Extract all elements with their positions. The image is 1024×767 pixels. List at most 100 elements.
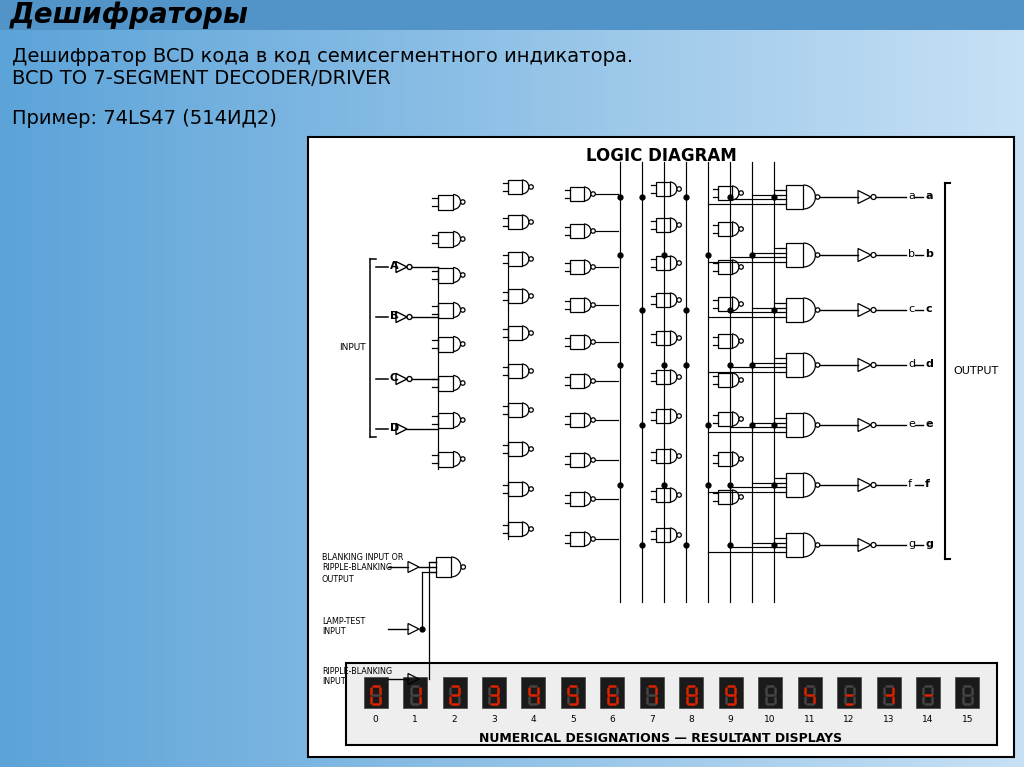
Text: f: f xyxy=(908,479,912,489)
Circle shape xyxy=(591,458,595,463)
Bar xyxy=(656,488,670,502)
Circle shape xyxy=(677,414,681,418)
Circle shape xyxy=(529,369,534,374)
Text: 13: 13 xyxy=(883,715,894,723)
Circle shape xyxy=(529,220,534,224)
Text: d: d xyxy=(908,359,915,369)
Circle shape xyxy=(739,227,743,231)
Bar xyxy=(600,677,625,708)
Bar xyxy=(786,473,804,497)
Bar xyxy=(656,370,670,384)
Bar xyxy=(786,413,804,437)
Circle shape xyxy=(461,380,465,385)
Bar xyxy=(570,224,584,238)
Bar xyxy=(438,268,453,282)
Bar xyxy=(718,297,732,311)
Bar xyxy=(508,482,522,496)
Bar xyxy=(718,334,732,348)
Text: B: B xyxy=(390,311,398,321)
Text: e: e xyxy=(908,419,914,429)
Bar xyxy=(718,490,732,504)
Circle shape xyxy=(529,408,534,412)
Bar xyxy=(438,232,453,246)
Text: 10: 10 xyxy=(764,715,776,723)
Circle shape xyxy=(871,252,876,258)
Circle shape xyxy=(677,187,681,191)
Circle shape xyxy=(529,331,534,335)
Circle shape xyxy=(529,527,534,532)
Bar xyxy=(364,677,388,708)
Bar xyxy=(679,677,703,708)
Text: b: b xyxy=(908,249,915,259)
Circle shape xyxy=(677,375,681,379)
Bar xyxy=(656,409,670,423)
Text: 0: 0 xyxy=(373,715,379,723)
Text: a: a xyxy=(925,191,933,201)
Bar xyxy=(656,256,670,270)
Bar xyxy=(786,353,804,377)
Text: e: e xyxy=(925,419,933,429)
Text: OUTPUT: OUTPUT xyxy=(322,574,354,584)
Circle shape xyxy=(739,339,743,343)
Text: 4: 4 xyxy=(530,715,537,723)
Circle shape xyxy=(677,493,681,497)
Bar xyxy=(508,522,522,536)
Circle shape xyxy=(677,454,681,458)
Circle shape xyxy=(461,457,465,461)
Bar xyxy=(786,298,804,322)
Circle shape xyxy=(461,273,465,277)
Circle shape xyxy=(461,342,465,346)
Bar xyxy=(561,677,585,708)
Bar xyxy=(508,442,522,456)
Circle shape xyxy=(677,336,681,341)
Bar xyxy=(718,412,732,426)
Bar xyxy=(438,302,453,318)
Text: 14: 14 xyxy=(923,715,934,723)
Bar xyxy=(719,677,742,708)
Circle shape xyxy=(461,237,465,241)
Text: BLANKING INPUT OR: BLANKING INPUT OR xyxy=(322,552,403,561)
Circle shape xyxy=(591,303,595,308)
Bar xyxy=(438,452,453,466)
Circle shape xyxy=(591,340,595,344)
Circle shape xyxy=(739,378,743,382)
Text: c: c xyxy=(908,304,914,314)
Circle shape xyxy=(815,543,820,547)
Bar xyxy=(508,403,522,417)
Text: LOGIC DIAGRAM: LOGIC DIAGRAM xyxy=(586,147,736,165)
Circle shape xyxy=(407,377,412,381)
Bar xyxy=(718,222,732,236)
Circle shape xyxy=(591,229,595,233)
Bar xyxy=(346,663,997,745)
Text: LAMP-TEST: LAMP-TEST xyxy=(322,617,366,626)
Circle shape xyxy=(871,363,876,367)
Circle shape xyxy=(871,542,876,548)
Circle shape xyxy=(407,314,412,320)
Text: C: C xyxy=(390,373,398,383)
Bar xyxy=(442,677,467,708)
Bar xyxy=(508,289,522,303)
Bar xyxy=(508,364,522,378)
Circle shape xyxy=(815,253,820,257)
Bar xyxy=(570,413,584,427)
Bar xyxy=(438,413,453,427)
Text: 15: 15 xyxy=(962,715,973,723)
Circle shape xyxy=(871,482,876,488)
Bar xyxy=(718,452,732,466)
Circle shape xyxy=(871,308,876,312)
Bar xyxy=(955,677,979,708)
Text: g: g xyxy=(925,539,933,549)
Bar xyxy=(403,677,427,708)
Text: 9: 9 xyxy=(728,715,733,723)
Text: OUTPUT: OUTPUT xyxy=(953,366,998,376)
Circle shape xyxy=(529,487,534,491)
Bar xyxy=(656,293,670,307)
Bar xyxy=(438,337,453,351)
Bar xyxy=(718,260,732,274)
Bar xyxy=(837,677,861,708)
Circle shape xyxy=(815,423,820,427)
Bar xyxy=(0,0,1024,30)
Bar xyxy=(570,374,584,388)
Text: b: b xyxy=(925,249,933,259)
Circle shape xyxy=(461,308,465,312)
